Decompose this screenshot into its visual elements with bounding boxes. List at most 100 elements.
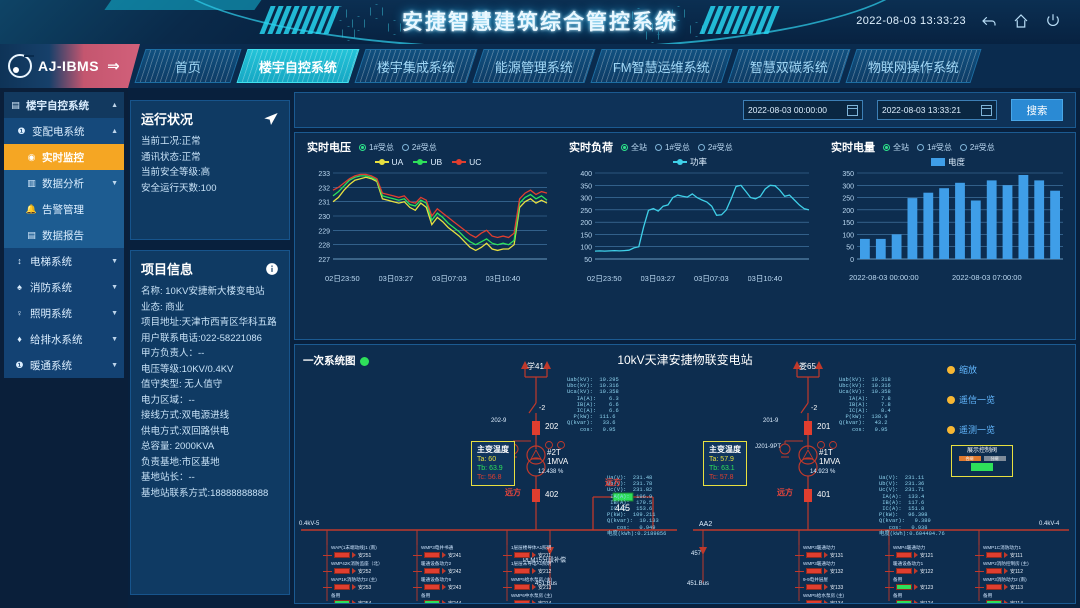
feeder-switch-icon[interactable]: [424, 552, 440, 558]
feeder-item[interactable]: WMP5给水泵房 (主) 安213: [503, 577, 595, 591]
feeder-item[interactable]: 暖通设备动力1 安122: [885, 561, 977, 575]
feeder-item[interactable]: 备用 安124: [885, 593, 977, 603]
feeder-switch-icon[interactable]: [334, 552, 350, 558]
feeder-switch-icon[interactable]: [514, 568, 530, 574]
legend-close-button[interactable]: 合闸: [958, 456, 981, 461]
feeder-item[interactable]: 暖通设备动力2 安242: [413, 561, 505, 575]
feeder-switch-icon[interactable]: [514, 552, 530, 558]
feeder-item[interactable]: 备用 安244: [413, 593, 505, 603]
sidebar-item-2[interactable]: ◉ 实时监控: [4, 144, 124, 170]
chart-radio[interactable]: 全站: [621, 142, 647, 153]
chart-radio[interactable]: 1#受总: [655, 142, 690, 153]
feeder-item[interactable]: 暖通设备动力6 安243: [413, 577, 505, 591]
feeder-switch-icon[interactable]: [806, 600, 822, 603]
chart-radio[interactable]: 2#受总: [697, 142, 733, 153]
zoom-icon: [947, 365, 955, 374]
legend-open-button[interactable]: 分闸: [983, 456, 1006, 461]
feeder-item[interactable]: WMP3暖通动力 安132: [795, 561, 887, 575]
feeder-item[interactable]: WAP1K消防动力2 (主) 安253: [323, 577, 415, 591]
feeder-item[interactable]: WAP(1末端动线)1 (南) 安251: [323, 545, 415, 559]
legend-entry: 功率: [672, 156, 707, 168]
diagram-button-3[interactable]: 遥测一览: [947, 423, 995, 436]
chart-radio[interactable]: 2#受总: [959, 142, 995, 153]
sidebar-item-10[interactable]: ❶ 暖通系统 ▼: [4, 352, 124, 378]
sidebar-item-9[interactable]: ♦ 给排水系统 ▼: [4, 326, 124, 352]
tab-6[interactable]: 智慧双碳系统: [727, 49, 851, 83]
feeder-switch-icon[interactable]: [896, 552, 912, 558]
feeder-switch-icon[interactable]: [806, 584, 822, 590]
chart-radio[interactable]: 1#受总: [917, 142, 952, 153]
tab-2[interactable]: 楼宇自控系统: [236, 49, 360, 83]
diagram-button-2[interactable]: 遥信一览: [947, 393, 995, 406]
feeder-arrow-icon: [1004, 552, 1008, 558]
sidebar-item-6[interactable]: ↕ 电梯系统 ▼: [4, 248, 124, 274]
calendar-icon[interactable]: [981, 104, 992, 116]
home-icon[interactable]: [1012, 12, 1030, 30]
feeder-item[interactable]: WMP1C消防动力1 安111: [975, 545, 1067, 559]
chart-radio[interactable]: 1#受总: [359, 142, 394, 153]
feeder-item[interactable]: WMP42K消防监座（北） 安252: [323, 561, 415, 575]
feeder-switch-icon[interactable]: [986, 600, 1002, 603]
calendar-icon[interactable]: [847, 104, 858, 116]
sidebar-item-1[interactable]: ❶ 变配电系统 ▲: [4, 118, 124, 144]
tab-1[interactable]: 首页: [134, 49, 242, 83]
tab-7[interactable]: 物联网操作系统: [845, 49, 982, 83]
chevron-icon: ▼: [111, 309, 118, 317]
feeder-item[interactable]: WMP3消防动力2 (南) 安113: [975, 577, 1067, 591]
sidebar-item-7[interactable]: ♠ 消防系统 ▼: [4, 274, 124, 300]
feeder-switch-icon[interactable]: [424, 584, 440, 590]
feeder-line: [503, 554, 512, 556]
feeder-switch-icon[interactable]: [806, 568, 822, 574]
temp-row-tc: Tc: 56.8: [477, 474, 502, 481]
feeder-arrow-icon: [442, 584, 446, 590]
chart-radio[interactable]: 全站: [883, 142, 909, 153]
feeder-item[interactable]: 备用 安114: [975, 593, 1067, 603]
feeder-switch-icon[interactable]: [424, 568, 440, 574]
feeder-arrow-icon: [824, 552, 828, 558]
feeder-switch-icon[interactable]: [334, 600, 350, 603]
end-time-input[interactable]: 2022-08-03 13:33:21: [877, 100, 997, 120]
feeder-switch-icon[interactable]: [986, 568, 1002, 574]
tab-label: 楼宇自控系统: [259, 59, 338, 75]
feeder-switch-icon[interactable]: [806, 552, 822, 558]
status-row: 通讯状态:正常: [141, 151, 201, 163]
sidebar-item-8[interactable]: ♀ 照明系统 ▼: [4, 300, 124, 326]
feeder-switch-icon[interactable]: [896, 584, 912, 590]
chart-radio[interactable]: 2#受总: [401, 142, 437, 153]
feeder-switch-icon[interactable]: [334, 568, 350, 574]
feeder-switch-icon[interactable]: [514, 584, 530, 590]
sidebar-item-3[interactable]: ▥ 数据分析 ▼: [4, 170, 124, 196]
feeder-switch-icon[interactable]: [896, 600, 912, 603]
sidebar-item-4[interactable]: 🔔 告警管理: [4, 196, 124, 222]
feeder-item[interactable]: 9-9电井层屋 安133: [795, 577, 887, 591]
sidebar-item-5[interactable]: ▤ 数据报告: [4, 222, 124, 248]
diagram-button-1[interactable]: 缩放: [947, 363, 977, 376]
brand-logo-area[interactable]: AJ-IBMS ⇒: [0, 44, 140, 88]
feeder-switch-icon[interactable]: [986, 584, 1002, 590]
feeder-switch-icon[interactable]: [986, 552, 1002, 558]
feeder-switch-icon[interactable]: [334, 584, 350, 590]
feeder-switch-icon[interactable]: [514, 600, 530, 603]
feeder-item[interactable]: 备用 安254: [323, 593, 415, 603]
feeder-item[interactable]: WMP6中水泵房 (主) 安214: [503, 593, 595, 603]
start-time-input[interactable]: 2022-08-03 00:00:00: [743, 100, 863, 120]
feeder-line: [885, 586, 894, 588]
feeder-item[interactable]: WMP3电井书通 安241: [413, 545, 505, 559]
tab-4[interactable]: 能源管理系统: [472, 49, 596, 83]
feeder-item[interactable]: 1层层末导电A1照明 安212: [503, 561, 595, 575]
search-button[interactable]: 搜索: [1011, 99, 1063, 121]
sidebar-root-item[interactable]: ▤ 楼宇自控系统 ▲: [4, 92, 124, 118]
feeder-switch-icon[interactable]: [424, 600, 440, 603]
feeder-item[interactable]: 备用 安123: [885, 577, 977, 591]
feeder-switch-icon[interactable]: [896, 568, 912, 574]
feeder-item[interactable]: WMP4暖通动力 安121: [885, 545, 977, 559]
svg-text:233: 233: [318, 171, 330, 178]
feeder-item[interactable]: WMP5给水泵房 (主) 安134: [795, 593, 887, 603]
back-icon[interactable]: [980, 12, 998, 30]
tab-5[interactable]: FM智慧运维系统: [590, 49, 733, 83]
feeder-item[interactable]: WMP3暖通动力 安131: [795, 545, 887, 559]
power-icon[interactable]: [1044, 12, 1062, 30]
tab-3[interactable]: 楼宇集成系统: [354, 49, 478, 83]
feeder-item[interactable]: 1层层楼导体A1照明 安211: [503, 545, 595, 559]
feeder-item[interactable]: WMP2消防控制房 (主) 安112: [975, 561, 1067, 575]
